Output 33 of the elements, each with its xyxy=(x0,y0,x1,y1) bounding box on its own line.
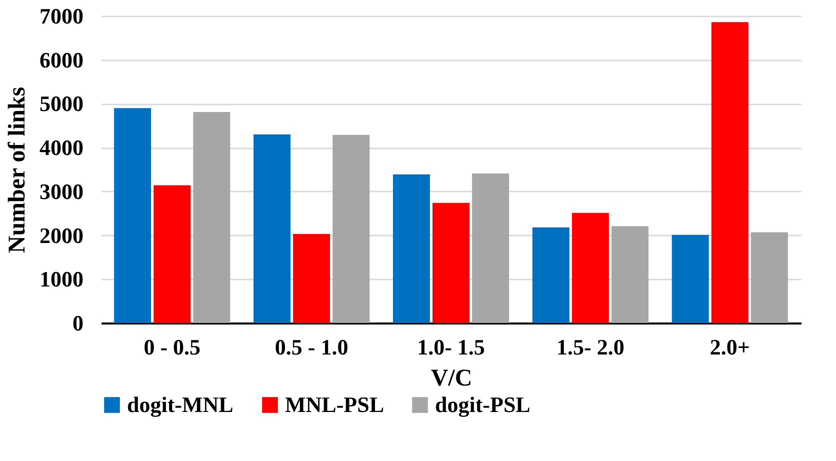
bar xyxy=(332,134,370,323)
bar xyxy=(154,185,191,323)
bar xyxy=(114,108,152,323)
legend-label: dogit-MNL xyxy=(127,392,234,417)
bar xyxy=(572,212,609,323)
y-tick-label: 0 xyxy=(72,310,84,336)
bar xyxy=(293,234,330,323)
bar xyxy=(750,232,788,323)
x-tick-label: 2.0+ xyxy=(710,334,750,360)
x-tick-label: 0.5 - 1.0 xyxy=(274,334,348,360)
bar xyxy=(472,173,510,323)
bar xyxy=(711,22,748,323)
y-tick-label: 7000 xyxy=(40,4,84,28)
bar xyxy=(611,226,648,323)
bar xyxy=(193,112,230,323)
x-tick-label: 0 - 0.5 xyxy=(144,334,201,360)
y-tick-label: 5000 xyxy=(40,91,84,116)
bar xyxy=(392,174,430,323)
x-tick-label: 1.0- 1.5 xyxy=(417,334,485,360)
y-tick-label: 1000 xyxy=(40,266,84,292)
bar xyxy=(672,234,709,323)
y-tick-label: 3000 xyxy=(40,178,84,204)
bar xyxy=(432,202,470,323)
y-tick-label: 4000 xyxy=(40,135,84,160)
y-axis-title: Number of links xyxy=(4,86,30,254)
bar xyxy=(532,227,570,323)
bar xyxy=(254,134,291,323)
x-axis-title: V/C xyxy=(430,366,472,392)
legend-label: dogit-PSL xyxy=(435,392,530,417)
x-tick-label: 1.5- 2.0 xyxy=(556,334,624,360)
y-tick-label: 6000 xyxy=(40,47,84,72)
y-tick-label: 2000 xyxy=(40,222,84,248)
legend-label: MNL-PSL xyxy=(285,392,384,417)
